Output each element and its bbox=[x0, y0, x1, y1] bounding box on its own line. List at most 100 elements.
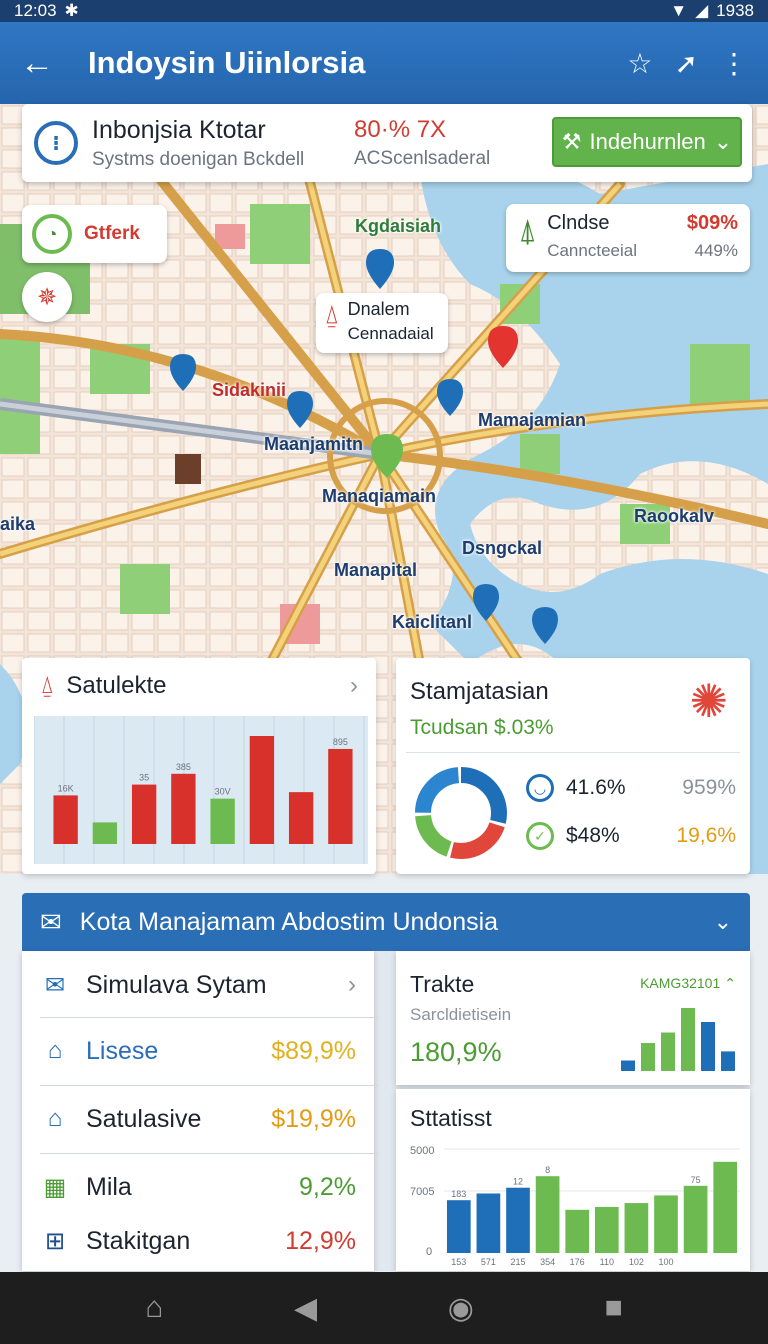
satulekte-bar-chart: 16K 35 385 30V 895 bbox=[34, 716, 368, 864]
location-percent-sub: ACScenlsaderal bbox=[354, 148, 491, 169]
gtferk-chip[interactable]: ◔ Gtferk bbox=[22, 205, 167, 263]
grid-icon: ⊞ bbox=[44, 1227, 66, 1255]
list-item[interactable]: ⌂ Satulasive $19,9% bbox=[22, 1099, 374, 1139]
card-subtitle: Sarcldietisein bbox=[410, 1005, 512, 1024]
statist-bar-chart: 183 153 571 12 215 8 354 176 110 102 100 75 bbox=[444, 1148, 740, 1267]
indehurnlen-dropdown-button[interactable]: ⚒ Indehurnlen ⌄ bbox=[552, 117, 742, 167]
chart-bar bbox=[249, 736, 275, 844]
bar-value-label: 12 bbox=[513, 1177, 523, 1187]
card-title: Stamjatasian bbox=[410, 678, 549, 705]
location-info-card[interactable]: ⁝ Inbonjsia Ktotar Systms doenigan Bckde… bbox=[22, 104, 752, 182]
back-triangle-icon[interactable]: ◀ bbox=[294, 1291, 318, 1325]
donut-slice bbox=[415, 767, 507, 859]
chart-bar bbox=[131, 784, 157, 844]
starburst-icon: ✺ bbox=[689, 675, 728, 727]
chart-bar bbox=[721, 1051, 735, 1071]
chart-bar bbox=[171, 773, 196, 844]
chart-bar bbox=[701, 1022, 715, 1071]
map-label: Mamajamian bbox=[478, 410, 587, 430]
compass-button[interactable]: ✵ bbox=[22, 272, 72, 322]
popup-line2: Cennadaial bbox=[347, 324, 434, 343]
system-nav-bar: ⌂ ◀ ◉ ■ bbox=[0, 1272, 768, 1344]
popup-line1: Dnalem bbox=[347, 299, 410, 319]
bar-value-label: 385 bbox=[176, 762, 191, 772]
pin-popup[interactable]: ⍙ Dnalem Cennadaial bbox=[316, 293, 448, 353]
donut-slice bbox=[415, 767, 507, 859]
marker-icon: ⍙ bbox=[40, 672, 55, 699]
chart-bar bbox=[328, 748, 353, 844]
popup-sub: Canncteeial bbox=[547, 241, 637, 260]
stat2-right: 19,6% bbox=[676, 824, 736, 847]
marker-icon: ⍋ bbox=[518, 212, 538, 248]
chart-bar bbox=[681, 1008, 695, 1071]
area-popup[interactable]: ⍋ Clndse $09% Canncteeial 449% bbox=[506, 204, 750, 272]
location-subtitle: Systms doenigan Bckdell bbox=[92, 148, 305, 170]
chart-bar bbox=[661, 1032, 675, 1071]
list-item[interactable]: ▦ Mila 9,2% bbox=[22, 1167, 374, 1207]
chevron-up-icon: ⌃ bbox=[724, 975, 736, 991]
list-value: 9,2% bbox=[299, 1172, 356, 1201]
chart-bar bbox=[92, 822, 118, 844]
section-header[interactable]: ✉ Kota Manajamam Abdostim Undonsia ⌄ bbox=[22, 893, 750, 951]
bar-value-label: 75 bbox=[691, 1175, 701, 1185]
chart-bar bbox=[624, 1203, 649, 1253]
button-label: Indehurnlen bbox=[589, 129, 706, 154]
stat1: 41.6% bbox=[566, 776, 626, 799]
mail-icon: ✉ bbox=[40, 906, 62, 937]
chevron-right-icon: › bbox=[348, 971, 356, 998]
popup-value: $09% bbox=[686, 212, 738, 234]
list-item[interactable]: ⌂ Lisese $89,9% bbox=[22, 1031, 374, 1071]
home-icon: ⌂ bbox=[47, 1037, 63, 1064]
wifi-icon: ▼ bbox=[670, 1, 688, 20]
chevron-down-icon[interactable]: ⌄ bbox=[713, 909, 732, 934]
section-title: Kota Manajamam Abdostim Undonsia bbox=[79, 907, 499, 936]
chevron-right-icon[interactable]: › bbox=[350, 672, 358, 699]
stamjatasian-donut-chart bbox=[415, 767, 507, 859]
star-icon[interactable]: ☆ bbox=[627, 47, 653, 79]
more-options-icon[interactable]: ⋮ bbox=[720, 47, 748, 79]
stamjatasian-card[interactable]: Stamjatasian Tcudsan $.03% ✺ ◡ 41.6% 959… bbox=[396, 658, 750, 874]
card-title: Satulekte bbox=[66, 672, 167, 699]
share-icon[interactable]: ➚ bbox=[674, 47, 698, 79]
location-target-icon: ⁝ bbox=[34, 121, 78, 165]
x-tick-label: 102 bbox=[629, 1257, 644, 1267]
x-tick-label: 571 bbox=[481, 1257, 496, 1267]
list-label: Mila bbox=[86, 1172, 132, 1201]
status-bar: 12:03 ✱ ▼ ◢ 1938 bbox=[0, 0, 768, 22]
list-item[interactable]: ✉ Simulava Sytam › bbox=[22, 965, 374, 1005]
chart-bar bbox=[535, 1176, 560, 1253]
chart-bar bbox=[641, 1043, 655, 1071]
calendar-icon: ▦ bbox=[43, 1173, 67, 1201]
bar-value-label: 16K bbox=[58, 783, 74, 793]
y-axis-label: 5000 bbox=[410, 1145, 435, 1157]
recents-square-icon[interactable]: ■ bbox=[604, 1291, 623, 1324]
chart-bar bbox=[565, 1209, 590, 1253]
x-tick-label: 354 bbox=[540, 1257, 555, 1267]
home-icon: ⌂ bbox=[47, 1105, 63, 1132]
bar-value-label: 35 bbox=[139, 773, 149, 783]
list-item[interactable]: ⊞ Stakitgan 12,9% bbox=[22, 1221, 374, 1261]
home-icon[interactable]: ⌂ bbox=[145, 1291, 164, 1324]
trend-tag: KAMG32101 bbox=[640, 975, 721, 991]
back-arrow-icon[interactable]: ← bbox=[20, 43, 54, 82]
statist-card[interactable]: Sttatisst 5000 7005 0 183 153 571 12 215 8 354… bbox=[396, 1089, 750, 1271]
map-label: Maanjamitn bbox=[264, 434, 364, 454]
notification-icon: ✱ bbox=[64, 1, 79, 20]
stat1-right: 959% bbox=[682, 776, 736, 799]
chevron-down-icon: ⌄ bbox=[713, 129, 733, 154]
mail-icon: ✉ bbox=[44, 971, 66, 999]
chart-bar bbox=[53, 795, 78, 844]
satulekte-card[interactable]: ⍙ Satulekte › 16K 35 385 30V 895 bbox=[22, 658, 376, 874]
trakte-card[interactable]: Trakte Sarcldietisein 180,9% KAMG32101 ⌃ bbox=[396, 951, 750, 1085]
stat2: $48% bbox=[566, 824, 620, 847]
summary-list: ✉ Simulava Sytam › ⌂ Lisese $89,9% ⌂ Sat… bbox=[22, 951, 378, 1271]
chip-label: Gtferk bbox=[84, 223, 140, 244]
chart-bar bbox=[713, 1161, 738, 1253]
location-title: Inbonjsia Ktotar bbox=[92, 115, 266, 144]
card-title: Trakte bbox=[410, 971, 475, 997]
check-icon: ✓ bbox=[526, 822, 554, 850]
signal-icon: ◢ bbox=[695, 1, 709, 20]
home-circle-icon[interactable]: ◉ bbox=[447, 1291, 474, 1325]
bar-value-label: 30V bbox=[215, 787, 231, 797]
page-title: Indoysin Uiinlorsia bbox=[88, 45, 366, 80]
